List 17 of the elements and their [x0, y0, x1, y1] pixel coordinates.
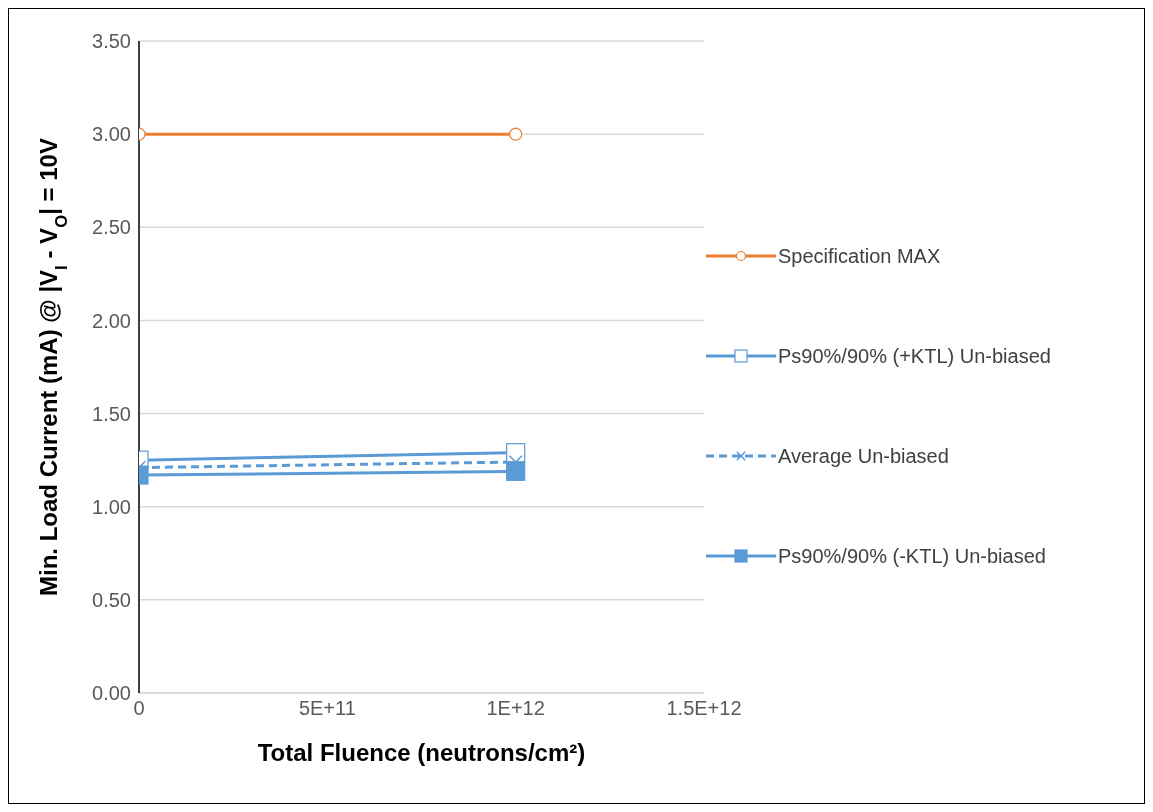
x-tick-label: 5E+11: [298, 697, 356, 720]
y-tick-label: 0.50: [92, 588, 131, 611]
legend-label: Average Un-biased: [778, 444, 949, 468]
legend-label: Specification MAX: [778, 244, 941, 268]
y-tick-label: 3.00: [92, 123, 131, 146]
y-tick-label: 1.50: [92, 402, 131, 425]
legend-label: Ps90%/90% (+KTL) Un-biased: [778, 344, 1051, 368]
x-tick-label: 1.5E+12: [666, 697, 742, 720]
y-tick-label: 3.50: [92, 30, 131, 53]
x-axis-title: Total Fluence (neutrons/cm²): [257, 739, 586, 766]
x-tick-label: 0: [133, 697, 145, 720]
legend-label: Ps90%/90% (-KTL) Un-biased: [778, 544, 1046, 568]
y-tick-label: 2.00: [92, 309, 131, 332]
y-tick-label: 2.50: [92, 216, 131, 239]
y-tick-label: 1.00: [92, 495, 131, 518]
y-tick-label: 0.00: [92, 682, 131, 705]
x-tick-label: 1E+12: [486, 697, 545, 720]
